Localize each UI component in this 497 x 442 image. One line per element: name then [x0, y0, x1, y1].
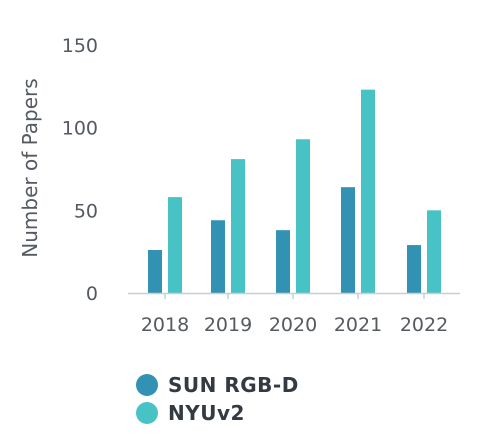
- y-tick-label: 0: [86, 283, 98, 305]
- bar-sun-rgb-d-2019: [211, 220, 225, 293]
- legend-swatch: [136, 374, 158, 396]
- y-axis-ticks: 0 50 100 150: [62, 35, 98, 305]
- y-tick-label: 50: [74, 200, 98, 222]
- x-tick-label: 2018: [141, 314, 189, 336]
- y-tick-label: 150: [62, 35, 98, 57]
- y-axis-title: Number of Papers: [18, 78, 42, 257]
- bar-nyuv2-2022: [427, 210, 441, 293]
- legend: SUN RGB-D NYUv2: [136, 373, 299, 425]
- legend-label: NYUv2: [168, 401, 245, 425]
- bar-sun-rgb-d-2022: [407, 245, 421, 293]
- y-tick-label: 100: [62, 118, 98, 140]
- bar-nyuv2-2021: [361, 89, 375, 293]
- bars: [148, 89, 441, 293]
- x-tick-label: 2019: [204, 314, 252, 336]
- bar-nyuv2-2018: [168, 197, 182, 293]
- x-tick-label: 2020: [269, 314, 317, 336]
- bar-nyuv2-2020: [296, 139, 310, 293]
- bar-sun-rgb-d-2020: [276, 230, 290, 293]
- x-tick-label: 2022: [400, 314, 448, 336]
- x-axis-ticks: 2018 2019 2020 2021 2022: [141, 293, 448, 336]
- bar-sun-rgb-d-2018: [148, 250, 162, 293]
- legend-label: SUN RGB-D: [168, 373, 299, 397]
- bar-nyuv2-2019: [231, 159, 245, 293]
- x-tick-label: 2021: [334, 314, 382, 336]
- bar-sun-rgb-d-2021: [341, 187, 355, 293]
- legend-swatch: [136, 402, 158, 424]
